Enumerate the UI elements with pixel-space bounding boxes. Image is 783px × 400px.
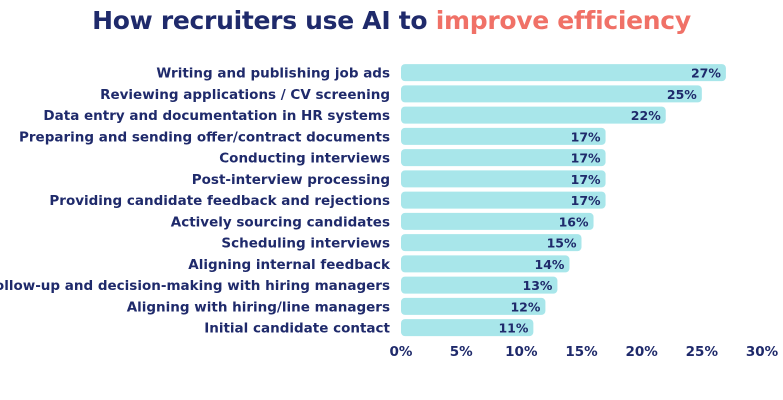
category-label: Conducting interviews [219,151,390,167]
bar [401,319,534,337]
category-label: Scheduling interviews [221,236,390,252]
value-label: 25% [667,87,697,102]
value-label: 17% [571,172,601,187]
chart-title: How recruiters use AI to improve efficie… [0,6,783,35]
value-label: 17% [571,151,601,166]
bar [401,191,606,209]
bar [401,255,570,273]
category-label: Data entry and documentation in HR syste… [43,108,390,124]
value-label: 13% [523,278,553,293]
value-label: 15% [547,236,577,251]
bar [401,149,606,167]
x-tick-label: 0% [390,344,413,360]
category-label: Providing candidate feedback and rejecti… [49,193,390,209]
chart-title-highlight: improve efficiency [435,6,691,35]
bar [401,64,726,82]
x-tick-label: 20% [626,344,659,360]
bar [401,170,606,188]
bar [401,212,594,230]
category-label: Aligning with hiring/line managers [127,299,390,315]
category-label: Preparing and sending offer/contract doc… [19,129,390,145]
bar [401,127,606,145]
value-label: 27% [691,66,721,81]
x-tick-label: 5% [450,344,473,360]
category-label: Actively sourcing candidates [171,214,390,230]
category-label: Reviewing applications / CV screening [100,87,390,103]
x-tick-label: 10% [505,344,538,360]
bar [401,297,546,315]
x-tick-label: 15% [565,344,598,360]
value-label: 17% [571,129,601,144]
category-label: Writing and publishing job ads [156,66,390,82]
bar [401,234,582,252]
x-tick-label: 30% [746,344,779,360]
category-label: Post-interview processing [192,172,390,188]
category-label: Aligning internal feedback [188,257,391,273]
chart-title-part1: How recruiters use AI to [92,6,436,35]
value-label: 12% [510,299,540,314]
value-label: 11% [498,321,528,336]
value-label: 22% [631,108,661,123]
x-tick-label: 25% [686,344,719,360]
value-label: 14% [535,257,565,272]
bar [401,106,666,124]
bar [401,276,558,294]
category-label: Follow-up and decision-making with hirin… [0,278,390,294]
bar [401,85,702,103]
value-label: 16% [559,214,589,229]
value-label: 17% [571,193,601,208]
category-label: Initial candidate contact [204,321,390,337]
